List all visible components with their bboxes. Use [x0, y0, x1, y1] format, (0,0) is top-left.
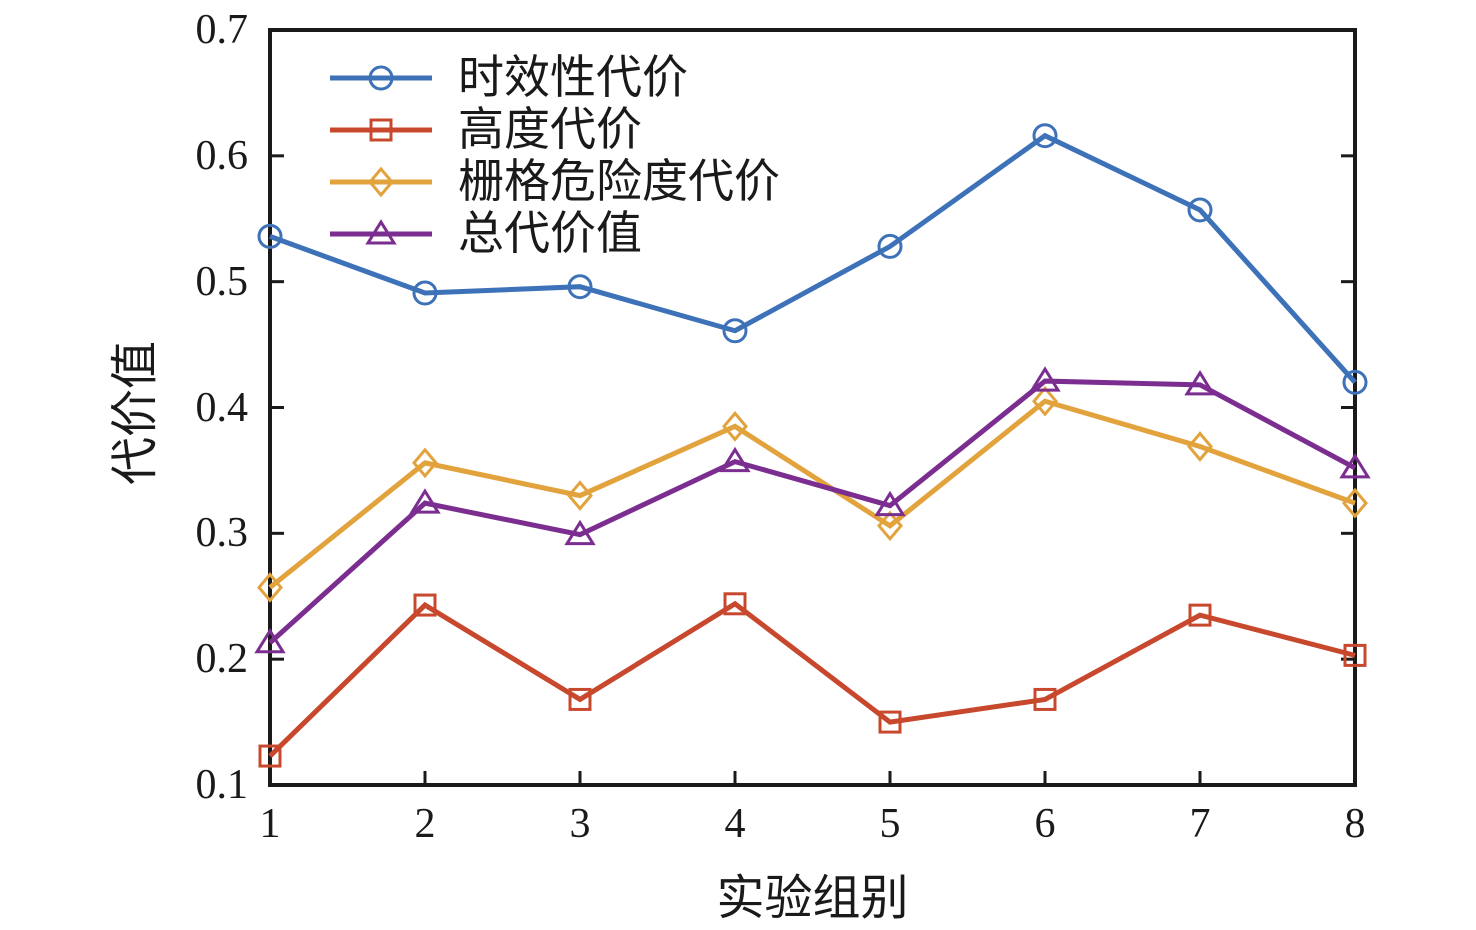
circle-marker-icon — [412, 280, 438, 306]
series-0 — [257, 123, 1368, 395]
diamond-marker-icon — [1342, 487, 1368, 519]
legend-swatch — [330, 166, 432, 198]
triangle-marker-icon — [409, 488, 441, 514]
square-marker-icon — [1343, 643, 1367, 667]
legend: 时效性代价 高度代价 栅格危险度代价 总代价值 — [328, 52, 780, 260]
legend-label: 总代价值 — [458, 208, 642, 259]
x-tick-label: 2 — [414, 801, 436, 847]
series-3 — [254, 366, 1371, 654]
y-tick-label: 0.1 — [195, 762, 249, 808]
circle-marker-icon — [1187, 197, 1213, 223]
diamond-marker-icon — [1032, 385, 1058, 417]
series-line — [269, 132, 1357, 385]
legend-item-0: 时效性代价 — [328, 52, 780, 104]
y-tick-label: 0.4 — [195, 384, 249, 431]
triangle-marker-icon — [1029, 366, 1061, 392]
legend-label: 时效性代价 — [458, 52, 688, 103]
legend-item-2: 栅格危险度代价 — [328, 156, 780, 208]
x-tick-label: 7 — [1189, 801, 1211, 847]
x-tick-label: 1 — [259, 801, 281, 847]
circle-marker-icon — [1032, 123, 1058, 149]
square-marker-icon — [413, 593, 437, 617]
circle-marker-icon — [722, 318, 748, 344]
y-tick-label: 0.2 — [195, 636, 249, 683]
triangle-marker-icon — [719, 446, 751, 473]
diamond-marker-icon — [567, 480, 593, 511]
legend-swatch — [330, 118, 432, 142]
legend-item-3: 总代价值 — [328, 208, 780, 260]
legend-swatch — [330, 65, 432, 91]
legend-label: 高度代价 — [458, 104, 642, 155]
square-marker-icon — [1188, 603, 1212, 627]
triangle-marker-icon — [1184, 370, 1216, 396]
circle-marker-icon — [877, 233, 903, 259]
diamond-marker-icon — [257, 572, 283, 603]
y-tick-label: 0.6 — [195, 132, 249, 179]
series-line — [268, 600, 1356, 758]
x-tick-label: 8 — [1344, 801, 1366, 847]
diamond-marker-icon — [412, 447, 438, 479]
triangle-marker-icon — [254, 627, 286, 654]
legend-label: 栅格危险度代价 — [458, 156, 780, 207]
x-tick-label: 4 — [724, 801, 746, 847]
diamond-marker-icon — [1187, 431, 1213, 462]
square-marker-icon — [258, 744, 282, 768]
circle-marker-icon — [257, 223, 283, 249]
square-marker-icon — [723, 592, 747, 616]
series-2 — [257, 385, 1368, 603]
square-marker-icon — [369, 118, 393, 142]
diamond-marker-icon — [368, 166, 394, 198]
square-marker-icon — [878, 710, 902, 734]
x-axis-title: 实验组别 — [716, 872, 909, 925]
diamond-marker-icon — [722, 411, 748, 442]
circle-marker-icon — [368, 65, 394, 91]
y-tick-label: 0.5 — [195, 258, 249, 305]
circle-marker-icon — [1342, 369, 1368, 395]
square-marker-icon — [568, 687, 592, 711]
triangle-marker-icon — [564, 519, 596, 546]
y-axis-title: 代价值 — [109, 341, 162, 486]
legend-swatch — [330, 219, 432, 245]
x-tick-label: 5 — [879, 801, 901, 847]
circle-marker-icon — [567, 274, 593, 300]
y-tick-label: 0.3 — [195, 510, 249, 557]
series-line — [268, 398, 1356, 590]
y-tick-label: 0.7 — [195, 7, 249, 53]
series-1 — [258, 592, 1367, 768]
diamond-marker-icon — [877, 510, 903, 542]
triangle-marker-icon — [365, 219, 397, 245]
x-tick-label: 6 — [1034, 801, 1056, 847]
series-line — [268, 378, 1357, 645]
legend-item-1: 高度代价 — [328, 104, 780, 156]
square-marker-icon — [1033, 687, 1057, 711]
x-tick-label: 3 — [569, 801, 591, 847]
triangle-marker-icon — [1339, 453, 1371, 479]
triangle-marker-icon — [874, 490, 906, 517]
